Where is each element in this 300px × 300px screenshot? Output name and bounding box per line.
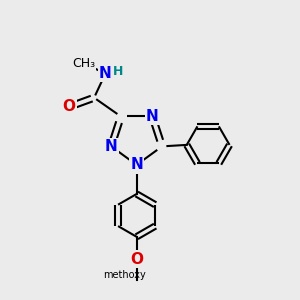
Text: N: N: [99, 66, 112, 81]
Text: O: O: [130, 252, 143, 267]
Text: methoxy: methoxy: [103, 270, 146, 280]
Text: N: N: [130, 158, 143, 172]
Text: O: O: [62, 99, 76, 114]
Text: N: N: [105, 139, 118, 154]
Text: N: N: [146, 109, 159, 124]
Text: CH₃: CH₃: [72, 57, 95, 70]
Text: H: H: [112, 65, 123, 78]
